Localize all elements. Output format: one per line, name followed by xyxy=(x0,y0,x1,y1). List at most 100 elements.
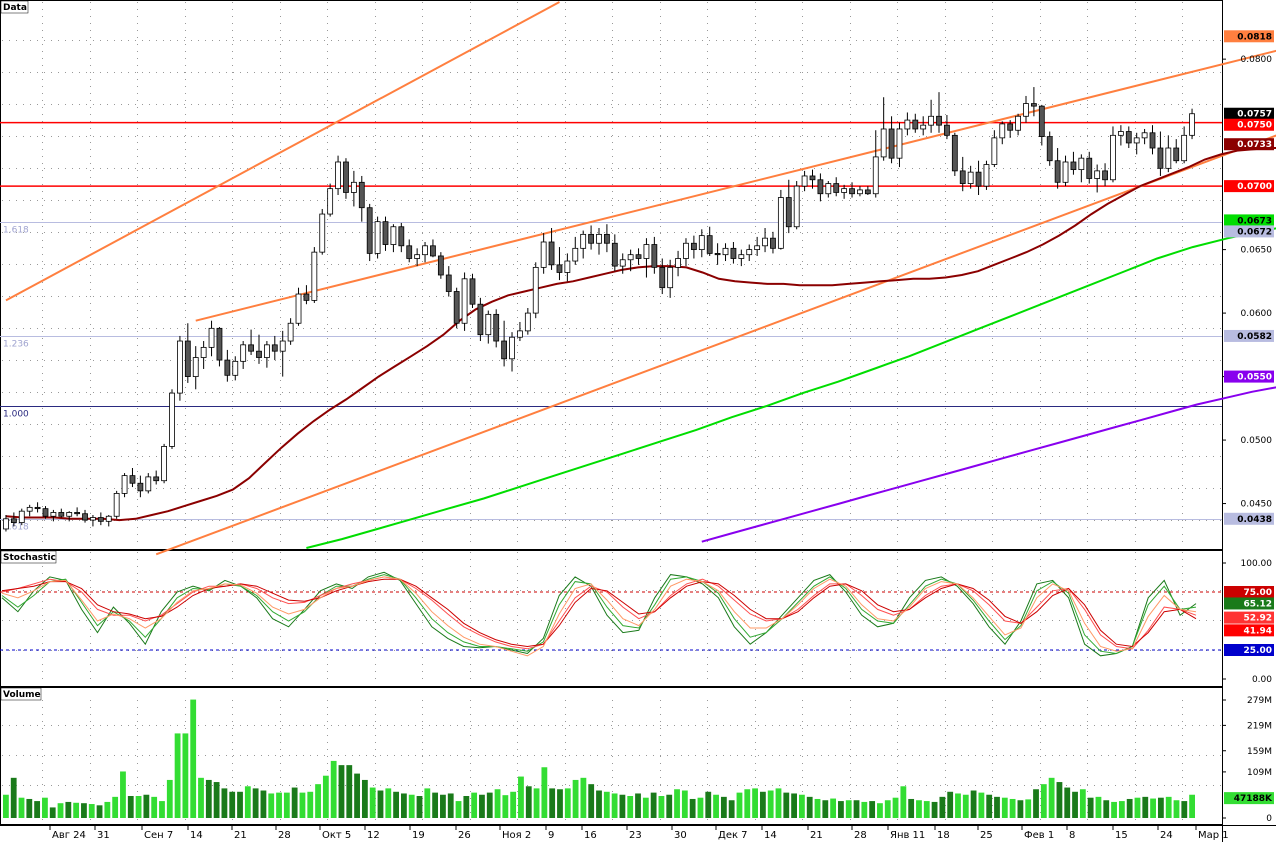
volume-bar xyxy=(650,792,657,818)
candle-body xyxy=(216,327,223,361)
volume-bar xyxy=(424,788,431,818)
candle-body xyxy=(572,247,579,262)
price-panel-title: Data xyxy=(3,3,27,13)
candle-body xyxy=(1023,103,1029,117)
x-axis-labels: Авг 24 31 Сен 7 14 21 28 Окт 5 12 19 26 Ноя 2 9 16 23… xyxy=(49,826,1229,841)
candle-body xyxy=(928,115,935,126)
candle-body xyxy=(524,312,531,332)
candle-body xyxy=(366,207,373,254)
candle-body xyxy=(722,247,729,256)
x-axis-label: Сен 7 xyxy=(144,830,173,841)
volume-bar xyxy=(1064,787,1071,818)
ma-mid-line xyxy=(306,227,1276,549)
candle-body xyxy=(477,303,484,336)
candle-body xyxy=(18,510,25,524)
candle-body xyxy=(730,247,737,259)
volume-bar xyxy=(221,788,228,818)
value-tag xyxy=(1224,370,1274,383)
candle-body xyxy=(809,175,816,181)
volume-bar xyxy=(244,786,251,818)
x-axis-label: 14 xyxy=(764,830,777,841)
candle-body xyxy=(517,330,523,338)
candle-body xyxy=(208,327,215,348)
volume-bar xyxy=(861,801,868,818)
volume-bar xyxy=(135,796,142,818)
candle-body xyxy=(540,241,547,268)
x-axis-label: 14 xyxy=(190,830,203,841)
volume-bar xyxy=(689,798,696,818)
candle-body xyxy=(1157,147,1164,169)
candle-body xyxy=(564,260,571,273)
volume-bar xyxy=(775,788,782,818)
volume-bar xyxy=(1181,801,1188,818)
candle-body xyxy=(509,336,515,360)
candle-body xyxy=(698,235,705,251)
candle-body xyxy=(1117,131,1124,136)
volume-bar xyxy=(151,796,158,818)
candle-body xyxy=(461,278,468,324)
candle-body xyxy=(904,119,911,130)
volume-bar xyxy=(1056,782,1063,818)
candle-body xyxy=(754,245,761,251)
value-tag-label: 0.0673 xyxy=(1237,216,1272,226)
volume-bar xyxy=(1001,797,1008,818)
volume-bar xyxy=(229,791,236,818)
stochastic-line xyxy=(1,571,1197,657)
volume-bar xyxy=(268,793,275,818)
volume-tick-label: 109M xyxy=(1247,768,1272,778)
fib-label: 1.236 xyxy=(3,340,29,350)
volume-bar xyxy=(159,801,165,818)
x-axis-label: 30 xyxy=(674,830,687,841)
volume-bar xyxy=(1072,791,1078,818)
x-axis-label: 15 xyxy=(1115,830,1128,841)
candle-body xyxy=(596,233,602,244)
price-tick-label: 0.0500 xyxy=(1241,436,1273,446)
value-tag-label: 0.0550 xyxy=(1237,373,1272,383)
grid xyxy=(2,2,1221,824)
candle-body xyxy=(548,241,555,266)
candle-body xyxy=(1094,170,1101,179)
candle-body xyxy=(3,518,9,530)
fib-label: 1.618 xyxy=(3,226,29,236)
volume-bar xyxy=(486,792,493,818)
volume-bar xyxy=(799,794,805,818)
candle-body xyxy=(129,475,136,484)
volume-bar xyxy=(190,699,197,818)
stochastic-panel-title: Stochastic xyxy=(3,553,56,563)
volume-bar xyxy=(744,789,751,818)
candle-body xyxy=(675,258,681,268)
value-tag-label: 0.0818 xyxy=(1237,32,1272,42)
candle-body xyxy=(161,446,167,482)
volume-bar xyxy=(759,791,766,818)
candle-body xyxy=(311,251,318,301)
volume-bars xyxy=(3,699,1195,818)
volume-bar xyxy=(572,779,579,818)
candle-body xyxy=(849,188,855,195)
volume-bar xyxy=(955,793,961,818)
candle-body xyxy=(66,512,73,517)
channel-line xyxy=(5,1,560,302)
value-tag-label: 0.0757 xyxy=(1237,110,1272,120)
candle-body xyxy=(991,137,998,165)
candle-body xyxy=(224,359,231,376)
volume-bar xyxy=(330,760,337,818)
candle-body xyxy=(390,226,397,245)
candle-body xyxy=(327,188,334,215)
candle-body xyxy=(864,189,871,195)
volume-bar xyxy=(806,796,813,818)
volume-bar xyxy=(104,801,111,818)
volume-bar xyxy=(385,788,392,818)
stochastic-lines xyxy=(0,571,1222,657)
volume-bar xyxy=(1079,789,1086,818)
volume-bar xyxy=(1017,800,1024,818)
candle-body xyxy=(374,221,381,254)
x-axis-label: 31 xyxy=(97,830,110,841)
volume-bar xyxy=(681,790,688,818)
candle-body xyxy=(263,344,270,358)
volume-bar xyxy=(1095,796,1102,818)
volume-bar xyxy=(588,784,595,818)
volume-bar xyxy=(783,792,790,818)
candle-body xyxy=(801,175,808,187)
price-tick-label: 0.0450 xyxy=(1241,500,1273,510)
